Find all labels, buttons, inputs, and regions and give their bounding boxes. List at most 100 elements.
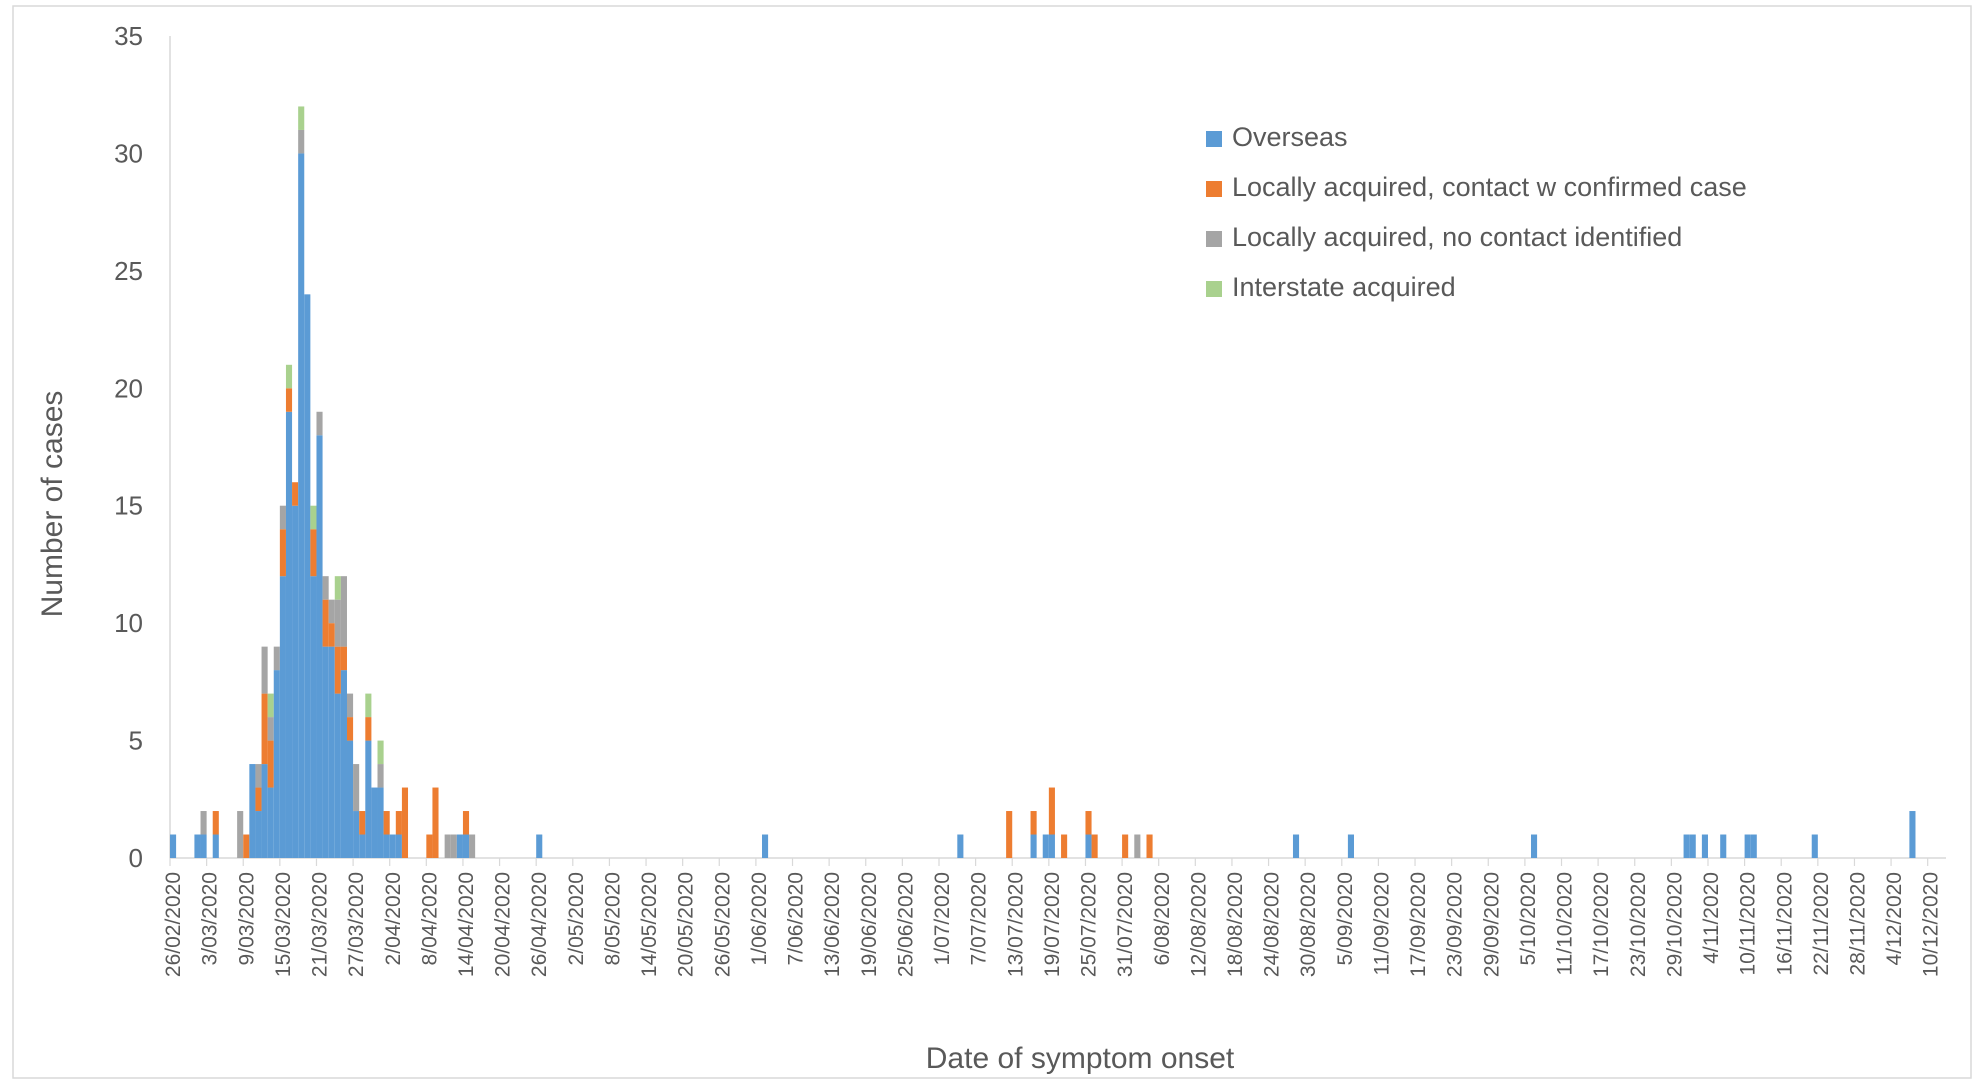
bar-segment-overseas (359, 834, 366, 858)
bar-segment-local-contact (292, 482, 299, 506)
bar-segment-local-no-contact (273, 646, 280, 671)
bar-segment-local-contact (401, 787, 409, 858)
bar-segment-interstate (310, 505, 317, 530)
bar-segment-interstate (334, 576, 341, 600)
x-tick-label: 31/07/2020 (1114, 872, 1137, 977)
x-tick-label: 23/09/2020 (1444, 872, 1467, 977)
x-tick-label: 25/07/2020 (1078, 872, 1101, 977)
bar-segment-local-contact (255, 787, 262, 812)
y-tick-label: 15 (114, 491, 143, 521)
y-tick-label: 35 (114, 21, 143, 51)
x-tick-label: 25/06/2020 (894, 872, 917, 977)
bar-segment-local-contact (1006, 811, 1013, 858)
bar-segment-interstate (285, 364, 293, 389)
bar-segment-local-contact (462, 811, 470, 835)
bar-segment-local-contact (340, 646, 347, 671)
x-tick-label: 1/06/2020 (748, 872, 771, 965)
bar-segment-local-contact (383, 811, 390, 835)
x-tick-label: 18/08/2020 (1224, 872, 1247, 977)
bar-segment-local-no-contact (298, 129, 305, 154)
bar-segment-local-no-contact (377, 764, 384, 788)
bar-segment-overseas (1085, 834, 1092, 858)
bar-segment-overseas (304, 294, 311, 859)
x-tick-label: 7/07/2020 (968, 872, 991, 965)
x-tick-label: 9/03/2020 (235, 872, 258, 965)
bar-segment-overseas (328, 646, 335, 858)
bar-segment-overseas (377, 787, 384, 858)
bar-segment-overseas (762, 834, 769, 858)
x-tick-label: 10/11/2020 (1737, 872, 1760, 976)
x-tick-label: 15/03/2020 (272, 872, 295, 977)
bar-segment-local-no-contact (340, 576, 347, 647)
x-tick-label: 26/04/2020 (528, 872, 551, 977)
bar-segment-local-contact (310, 529, 317, 577)
x-tick-label: 12/08/2020 (1187, 872, 1210, 977)
legend-label: Locally acquired, no contact identified (1232, 222, 1682, 252)
bar-segment-local-contact (285, 388, 293, 412)
x-tick-label: 4/11/2020 (1700, 872, 1723, 964)
x-tick-label: 19/07/2020 (1041, 872, 1064, 977)
bar-segment-local-contact (365, 717, 372, 741)
x-tick-label: 19/06/2020 (858, 872, 881, 977)
x-axis: 26/02/2020 3/03/2020 9/03/2020 15/03/2020 21… (162, 857, 1946, 977)
x-tick-label: 11/09/2020 (1370, 872, 1393, 976)
bar-segment-overseas (212, 834, 219, 858)
x-tick-label: 8/05/2020 (601, 872, 624, 965)
bar-segment-overseas (1030, 834, 1037, 858)
x-tick-label: 27/03/2020 (345, 872, 368, 977)
bar-segment-overseas (279, 576, 286, 858)
bar-segment-overseas (249, 764, 256, 858)
bar-segment-overseas (536, 834, 543, 858)
bar-segment-overseas (389, 834, 396, 858)
x-tick-label: 26/05/2020 (711, 872, 734, 977)
bar-segment-overseas (1048, 834, 1055, 858)
bars-layer (170, 106, 1916, 859)
bar-segment-local-no-contact (200, 811, 207, 835)
bar-segment-local-no-contact (353, 764, 360, 812)
bar-segment-overseas (292, 505, 299, 858)
bar-segment-overseas (334, 693, 341, 858)
bar-segment-local-no-contact (237, 811, 244, 858)
x-tick-label: 13/07/2020 (1004, 872, 1027, 977)
bar-segment-overseas (1042, 834, 1049, 858)
bar-segment-overseas (1720, 834, 1727, 858)
bar-segment-local-no-contact (469, 834, 476, 858)
x-tick-label: 24/08/2020 (1261, 872, 1284, 977)
y-tick-label: 10 (114, 608, 143, 638)
bar-segment-overseas (957, 834, 964, 858)
y-tick-label: 0 (129, 843, 143, 873)
x-tick-label: 22/11/2020 (1810, 872, 1833, 976)
bar-segment-overseas (1689, 834, 1696, 858)
bar-segment-local-contact (432, 787, 439, 858)
legend-label: Locally acquired, contact w confirmed ca… (1232, 172, 1747, 202)
legend: Overseas Locally acquired, contact w conf… (1206, 122, 1747, 302)
y-tick-label: 5 (129, 726, 143, 756)
bar-segment-local-no-contact (328, 599, 335, 624)
bar-segment-overseas (298, 153, 305, 858)
x-tick-label: 28/11/2020 (1847, 872, 1870, 976)
x-tick-label: 13/06/2020 (821, 872, 844, 977)
y-tick-label: 25 (114, 256, 143, 286)
bar-segment-local-contact (1122, 834, 1129, 858)
bar-segment-overseas (371, 787, 378, 858)
bar-segment-overseas (1744, 834, 1751, 858)
y-tick-label: 20 (114, 373, 143, 403)
x-tick-label: 30/08/2020 (1297, 872, 1320, 977)
bar-segment-local-no-contact (261, 646, 268, 694)
bar-segment-local-contact (261, 693, 268, 765)
bar-segment-local-contact (267, 740, 274, 788)
y-axis: 0 5 10 15 20 25 30 35 (114, 21, 171, 873)
x-tick-label: 23/10/2020 (1627, 872, 1650, 977)
x-tick-label: 16/11/2020 (1773, 872, 1796, 976)
bar-segment-overseas (322, 646, 329, 858)
bar-segment-overseas (383, 834, 390, 858)
legend-swatch (1206, 281, 1222, 297)
bar-segment-overseas (395, 834, 402, 858)
bar-segment-local-contact (243, 834, 250, 858)
bar-segment-local-contact (334, 646, 341, 694)
bar-segment-local-contact (359, 811, 366, 835)
bar-segment-overseas (194, 834, 201, 858)
bar-segment-local-no-contact (450, 834, 457, 858)
x-tick-label: 29/10/2020 (1663, 872, 1686, 977)
